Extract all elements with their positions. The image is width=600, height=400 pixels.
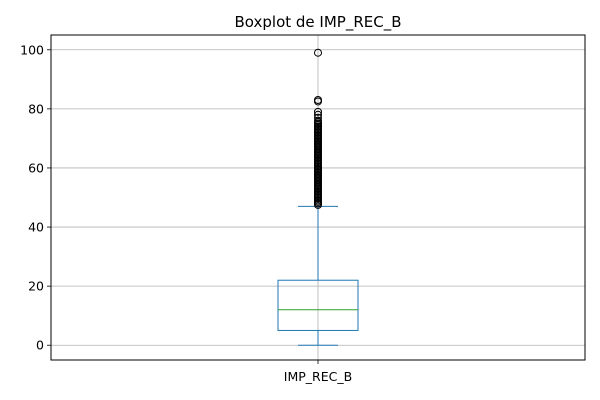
- y-tick-label: 80: [28, 101, 44, 116]
- y-tick-label: 40: [28, 220, 44, 235]
- axis-layer: 0 20 40 60 80 100 IMP_REC_B: [20, 42, 352, 384]
- outlier-point: [314, 96, 322, 104]
- box: [277, 279, 359, 331]
- outlier-point: [314, 116, 322, 125]
- y-tick-label: 20: [28, 279, 44, 294]
- y-tick-label: 100: [20, 42, 44, 57]
- outlier-point: [314, 110, 322, 119]
- outlier-point: [314, 107, 322, 116]
- outlier-point: [314, 113, 322, 122]
- chart-title: Boxplot de IMP_REC_B: [235, 13, 402, 32]
- y-tick-label: 60: [28, 160, 44, 175]
- outlier-point: [314, 48, 322, 57]
- plot-frame: [50, 34, 586, 361]
- x-tick-label: IMP_REC_B: [284, 369, 352, 384]
- y-tick-label: 0: [36, 338, 44, 353]
- plot-layer: [277, 48, 359, 346]
